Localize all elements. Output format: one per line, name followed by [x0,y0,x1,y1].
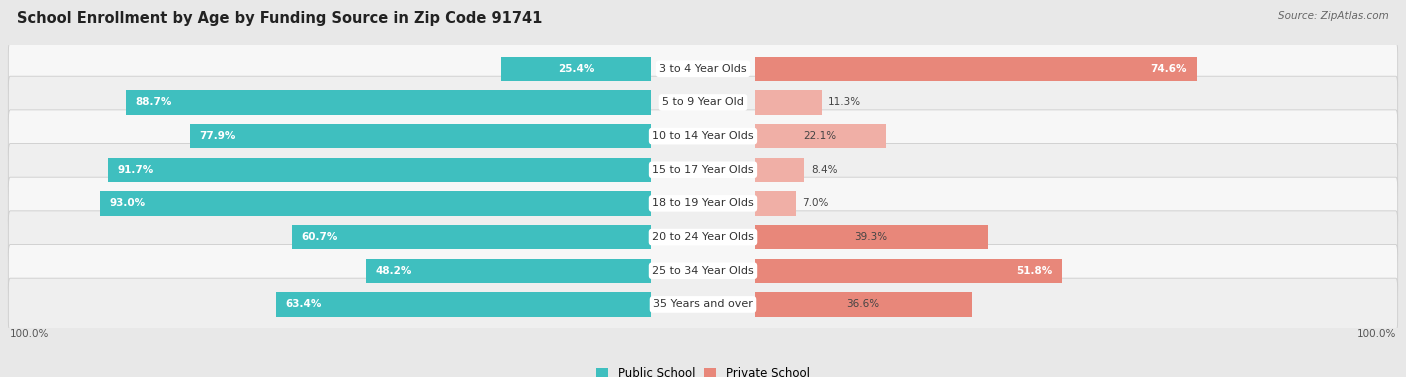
Bar [276,292,651,317]
FancyBboxPatch shape [8,144,1398,196]
Text: 39.3%: 39.3% [855,232,887,242]
Bar [755,158,804,182]
Text: 35 Years and over: 35 Years and over [652,299,754,310]
Text: 74.6%: 74.6% [1150,64,1187,74]
Text: 88.7%: 88.7% [135,98,172,107]
Bar [755,259,1062,283]
Text: 5 to 9 Year Old: 5 to 9 Year Old [662,98,744,107]
Text: 18 to 19 Year Olds: 18 to 19 Year Olds [652,198,754,208]
Text: 100.0%: 100.0% [1357,329,1396,339]
FancyBboxPatch shape [8,245,1398,297]
Text: 25 to 34 Year Olds: 25 to 34 Year Olds [652,266,754,276]
Bar [755,57,1197,81]
Bar [755,124,886,148]
Bar [100,192,651,216]
Bar [291,225,651,249]
FancyBboxPatch shape [8,211,1398,264]
Bar [366,259,651,283]
Text: 48.2%: 48.2% [375,266,412,276]
Bar [108,158,651,182]
Bar [755,192,796,216]
Text: 7.0%: 7.0% [803,198,830,208]
Text: 25.4%: 25.4% [558,64,595,74]
Text: 93.0%: 93.0% [110,198,146,208]
Text: School Enrollment by Age by Funding Source in Zip Code 91741: School Enrollment by Age by Funding Sour… [17,11,543,26]
Bar [125,90,651,115]
Bar [755,90,821,115]
Text: 15 to 17 Year Olds: 15 to 17 Year Olds [652,165,754,175]
FancyBboxPatch shape [8,43,1398,95]
Bar [755,225,987,249]
Bar [755,292,972,317]
FancyBboxPatch shape [8,177,1398,230]
Text: 20 to 24 Year Olds: 20 to 24 Year Olds [652,232,754,242]
Text: 10 to 14 Year Olds: 10 to 14 Year Olds [652,131,754,141]
Text: 36.6%: 36.6% [846,299,880,310]
FancyBboxPatch shape [8,110,1398,162]
Text: 91.7%: 91.7% [118,165,153,175]
Bar [501,57,651,81]
Text: 77.9%: 77.9% [200,131,236,141]
FancyBboxPatch shape [8,76,1398,129]
Text: 60.7%: 60.7% [301,232,337,242]
Text: 11.3%: 11.3% [828,98,860,107]
Legend: Public School, Private School: Public School, Private School [592,362,814,377]
Text: 51.8%: 51.8% [1015,266,1052,276]
Text: 63.4%: 63.4% [285,299,322,310]
Bar [190,124,651,148]
Text: 22.1%: 22.1% [803,131,837,141]
Text: Source: ZipAtlas.com: Source: ZipAtlas.com [1278,11,1389,21]
Text: 3 to 4 Year Olds: 3 to 4 Year Olds [659,64,747,74]
FancyBboxPatch shape [8,278,1398,331]
Text: 100.0%: 100.0% [10,329,49,339]
Text: 8.4%: 8.4% [811,165,838,175]
